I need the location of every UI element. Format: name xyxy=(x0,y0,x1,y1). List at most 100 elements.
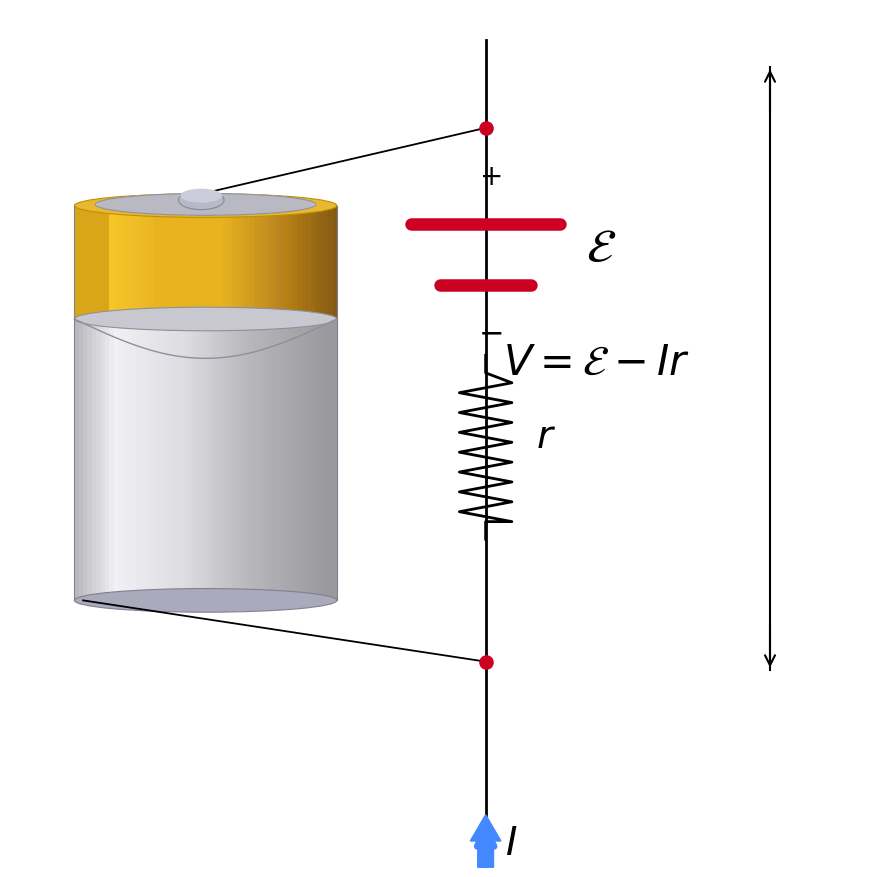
Polygon shape xyxy=(118,205,123,319)
Polygon shape xyxy=(262,205,267,319)
Ellipse shape xyxy=(96,194,315,215)
Ellipse shape xyxy=(98,194,313,215)
Polygon shape xyxy=(267,205,271,319)
Polygon shape xyxy=(315,319,319,601)
Polygon shape xyxy=(123,319,127,601)
Polygon shape xyxy=(188,205,192,319)
Polygon shape xyxy=(232,319,236,601)
Polygon shape xyxy=(324,205,328,319)
Ellipse shape xyxy=(98,194,313,215)
Polygon shape xyxy=(214,205,219,319)
Polygon shape xyxy=(284,319,289,601)
Polygon shape xyxy=(276,205,280,319)
Polygon shape xyxy=(324,319,328,601)
Polygon shape xyxy=(332,319,337,601)
Polygon shape xyxy=(144,205,149,319)
Ellipse shape xyxy=(98,194,313,215)
Polygon shape xyxy=(306,205,311,319)
Ellipse shape xyxy=(96,194,315,215)
Ellipse shape xyxy=(97,194,314,215)
Polygon shape xyxy=(232,205,236,319)
Ellipse shape xyxy=(95,194,316,215)
Polygon shape xyxy=(184,205,188,319)
Polygon shape xyxy=(298,205,302,319)
Polygon shape xyxy=(328,319,332,601)
Polygon shape xyxy=(171,205,175,319)
Text: $V = \mathcal{E} - Ir$: $V = \mathcal{E} - Ir$ xyxy=(503,345,690,383)
Polygon shape xyxy=(262,319,267,601)
Ellipse shape xyxy=(95,194,316,215)
Polygon shape xyxy=(188,319,192,601)
Ellipse shape xyxy=(96,194,315,215)
Ellipse shape xyxy=(98,194,313,215)
Polygon shape xyxy=(280,319,284,601)
Polygon shape xyxy=(92,205,96,319)
Polygon shape xyxy=(144,319,149,601)
Polygon shape xyxy=(140,205,144,319)
Ellipse shape xyxy=(95,194,316,216)
Polygon shape xyxy=(114,319,118,601)
Polygon shape xyxy=(127,205,131,319)
Polygon shape xyxy=(219,319,223,601)
Polygon shape xyxy=(289,205,293,319)
Polygon shape xyxy=(162,205,166,319)
Polygon shape xyxy=(236,205,241,319)
Polygon shape xyxy=(245,319,249,601)
Point xyxy=(479,121,493,135)
Polygon shape xyxy=(179,319,184,601)
Point xyxy=(479,654,493,668)
Polygon shape xyxy=(267,319,271,601)
Polygon shape xyxy=(293,205,298,319)
Polygon shape xyxy=(332,205,337,319)
Polygon shape xyxy=(241,319,245,601)
Polygon shape xyxy=(74,319,79,601)
Ellipse shape xyxy=(97,194,314,215)
Ellipse shape xyxy=(95,194,316,215)
Polygon shape xyxy=(96,319,101,601)
Polygon shape xyxy=(328,205,332,319)
Polygon shape xyxy=(223,319,228,601)
Polygon shape xyxy=(201,319,206,601)
Polygon shape xyxy=(101,205,105,319)
Polygon shape xyxy=(223,205,228,319)
Ellipse shape xyxy=(95,194,316,215)
Polygon shape xyxy=(210,319,214,601)
Polygon shape xyxy=(179,205,184,319)
Polygon shape xyxy=(319,319,324,601)
Polygon shape xyxy=(149,319,153,601)
Polygon shape xyxy=(96,205,101,319)
Text: $+$: $+$ xyxy=(479,163,501,191)
Ellipse shape xyxy=(96,194,315,215)
Ellipse shape xyxy=(97,194,314,215)
Polygon shape xyxy=(127,319,131,601)
Text: $I$: $I$ xyxy=(505,828,517,863)
Polygon shape xyxy=(153,319,158,601)
Polygon shape xyxy=(114,205,118,319)
Polygon shape xyxy=(298,319,302,601)
Polygon shape xyxy=(302,205,306,319)
Ellipse shape xyxy=(97,194,314,215)
Polygon shape xyxy=(271,205,276,319)
Polygon shape xyxy=(206,319,210,601)
Ellipse shape xyxy=(74,307,337,331)
Polygon shape xyxy=(123,205,127,319)
Ellipse shape xyxy=(96,194,315,215)
Polygon shape xyxy=(258,319,262,601)
Polygon shape xyxy=(249,205,254,319)
Polygon shape xyxy=(249,319,254,601)
Polygon shape xyxy=(166,319,171,601)
Ellipse shape xyxy=(97,194,314,215)
Polygon shape xyxy=(88,319,92,601)
Polygon shape xyxy=(162,319,166,601)
Ellipse shape xyxy=(97,194,314,215)
Ellipse shape xyxy=(97,194,314,215)
Ellipse shape xyxy=(96,194,315,215)
Polygon shape xyxy=(79,319,83,601)
Polygon shape xyxy=(306,319,311,601)
Polygon shape xyxy=(83,319,88,601)
Polygon shape xyxy=(228,319,232,601)
Polygon shape xyxy=(101,319,105,601)
Polygon shape xyxy=(175,319,179,601)
Polygon shape xyxy=(319,205,324,319)
Polygon shape xyxy=(79,205,83,319)
